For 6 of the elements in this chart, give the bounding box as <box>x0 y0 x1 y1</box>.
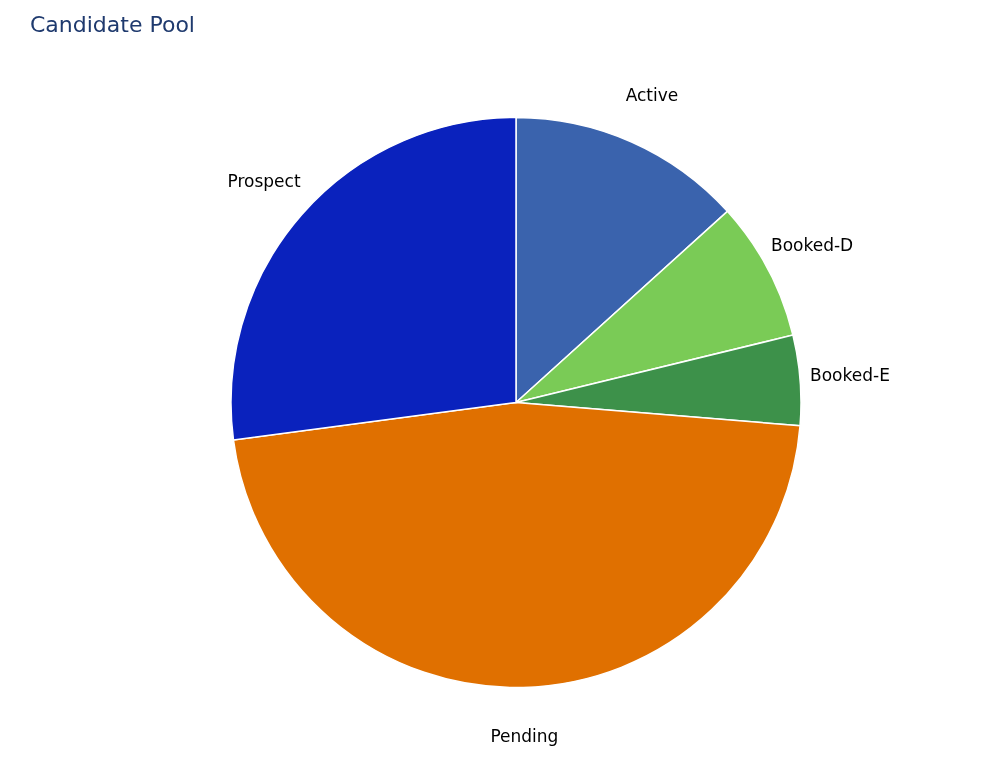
slice-label: Booked-D <box>770 234 854 255</box>
slice-label: Pending <box>490 726 559 747</box>
chart-title: Candidate Pool <box>30 12 195 37</box>
slice-label: Prospect <box>227 170 301 191</box>
slice-label: Booked-E <box>810 365 890 386</box>
slice-label: Active <box>625 85 679 106</box>
